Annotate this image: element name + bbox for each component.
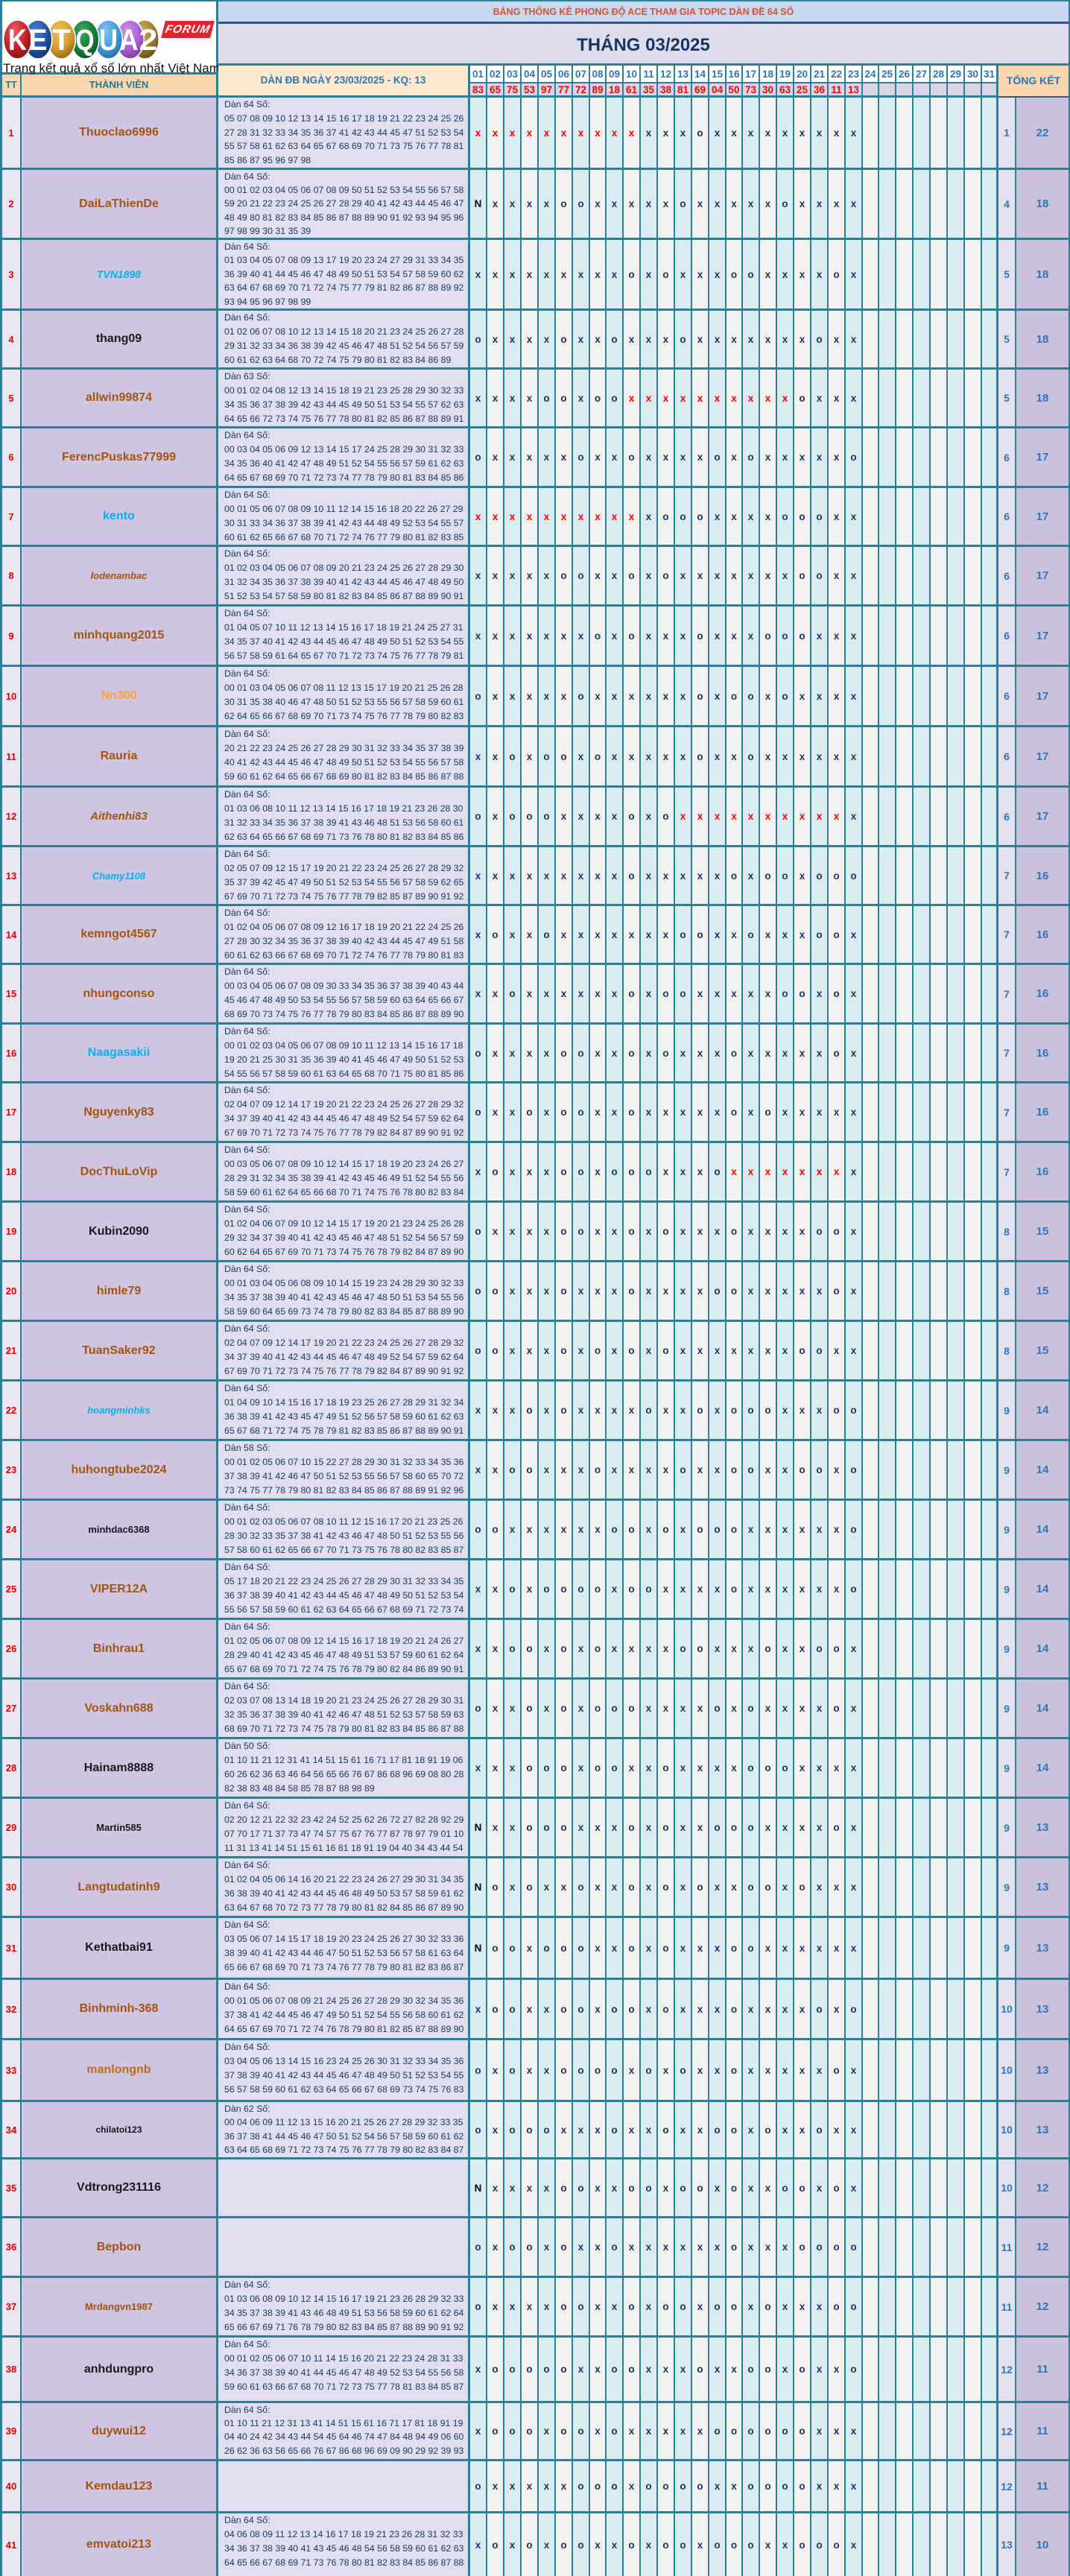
svg-text:Q: Q: [76, 24, 95, 57]
svg-text:U: U: [99, 24, 118, 57]
svg-text:K: K: [8, 24, 27, 57]
svg-text:E: E: [29, 24, 48, 57]
svg-text:2: 2: [139, 24, 158, 57]
svg-text:A: A: [120, 24, 139, 57]
svg-text:T: T: [52, 24, 71, 57]
